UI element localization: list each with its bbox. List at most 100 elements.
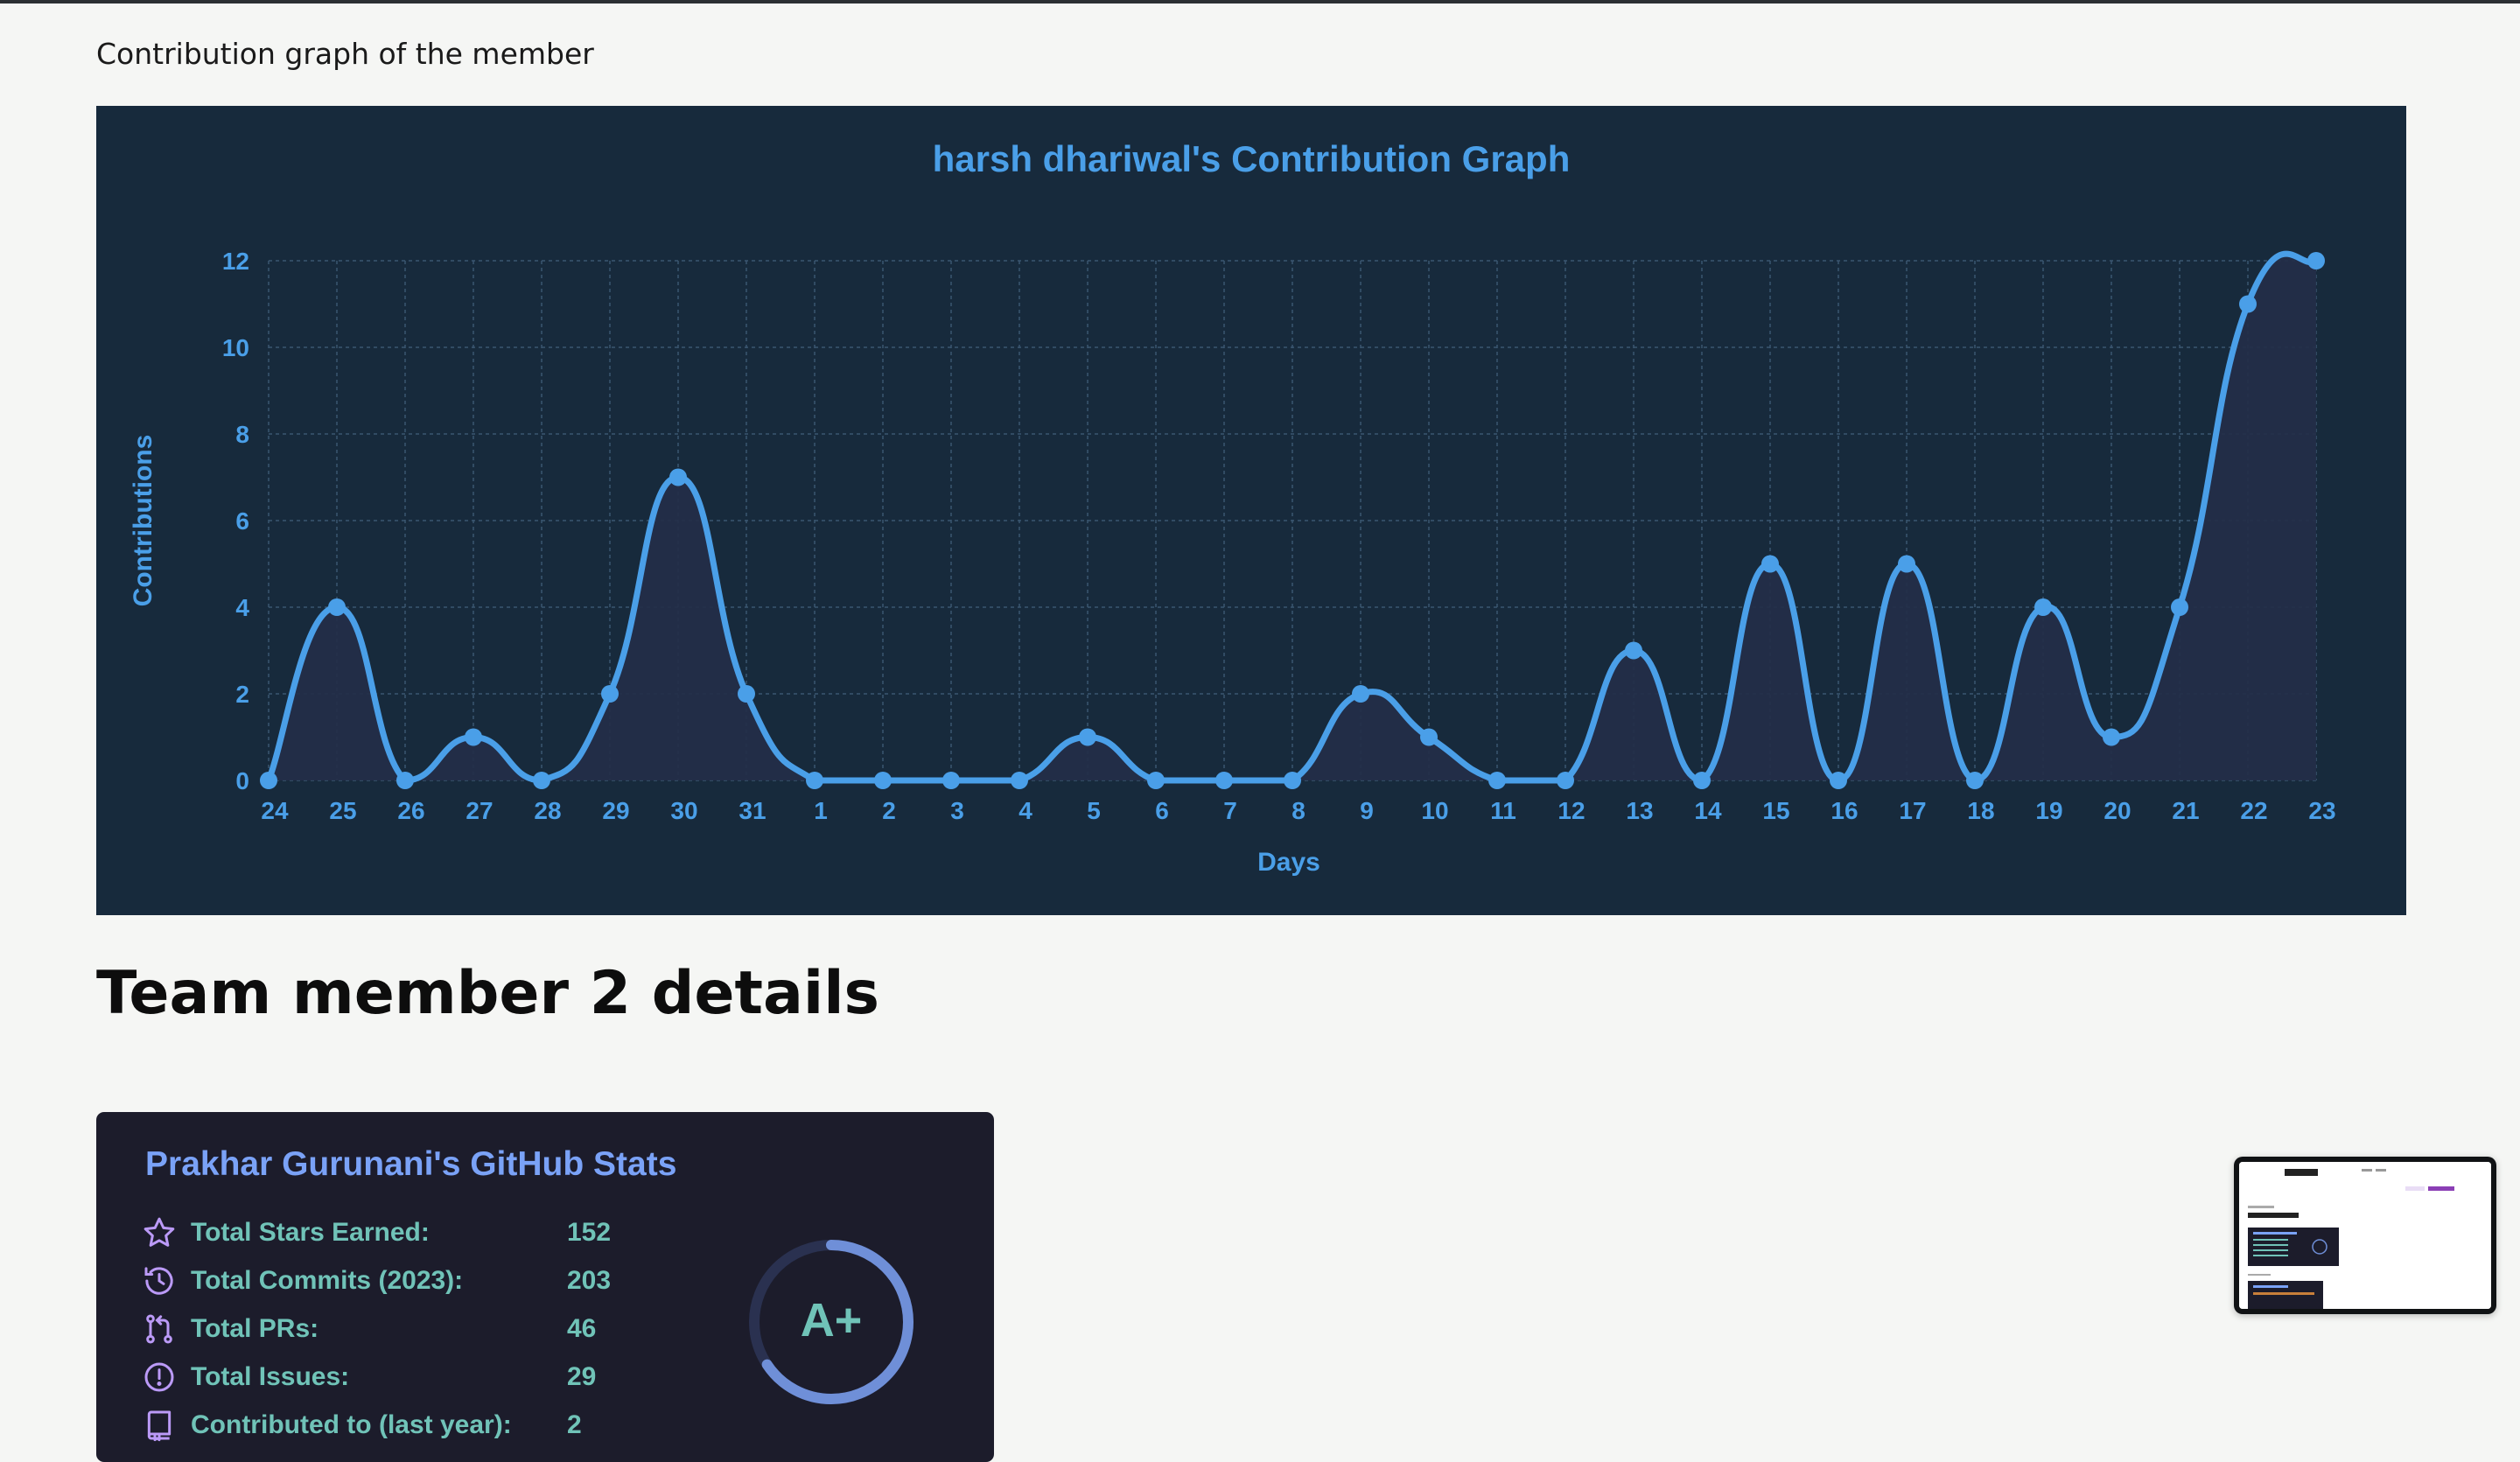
x-tick-label: 30: [670, 797, 697, 824]
stat-row-commits: Total Commits (2023): 203: [142, 1262, 672, 1300]
y-tick-label: 0: [235, 767, 249, 794]
y-axis-label: Contributions: [129, 435, 158, 607]
x-tick-label: 1: [814, 797, 828, 824]
data-point: [328, 598, 346, 616]
x-tick-label: 13: [1626, 797, 1653, 824]
y-tick-label: 12: [222, 248, 249, 275]
x-tick-label: 21: [2172, 797, 2199, 824]
stat-row-stars: Total Stars Earned: 152: [142, 1214, 672, 1252]
data-point: [942, 772, 960, 789]
stat-value: 29: [567, 1362, 597, 1391]
stat-value: 2: [567, 1410, 582, 1439]
x-tick-label: 17: [1899, 797, 1926, 824]
y-tick-label: 6: [235, 507, 249, 535]
y-tick-label: 2: [235, 681, 249, 708]
x-tick-label: 4: [1018, 797, 1032, 824]
grade-ring: A+: [744, 1235, 919, 1410]
x-tick-label: 14: [1694, 797, 1722, 824]
x-tick-label: 27: [466, 797, 493, 824]
data-point: [1625, 641, 1642, 660]
github-stats-card: Prakhar Gurunani's GitHub Stats Total St…: [96, 1112, 994, 1462]
thumbnail-screen: [2239, 1162, 2491, 1309]
repo-icon: [142, 1408, 177, 1443]
x-tick-label: 5: [1087, 797, 1101, 824]
stat-row-issues: Total Issues: 29: [142, 1358, 672, 1396]
data-point: [1079, 728, 1096, 746]
data-point: [533, 772, 550, 789]
x-tick-label: 22: [2240, 797, 2267, 824]
contribution-graph: 0 2 4 6 8 10 12 24 25 26 27 28 29 30 31 1 2 3 4 5 6 7 8 9 10 11 12…: [96, 106, 2406, 915]
data-point: [396, 772, 414, 789]
x-axis-label: Days: [1257, 848, 1320, 877]
stat-row-prs: Total PRs: 46: [142, 1310, 672, 1348]
data-point: [1693, 772, 1711, 789]
x-tick-label: 18: [1967, 797, 1994, 824]
stat-label: Total Stars Earned:: [191, 1218, 430, 1247]
x-tick-label: 28: [534, 797, 561, 824]
data-point: [874, 772, 892, 789]
data-point: [2239, 295, 2257, 313]
x-tick-label: 3: [950, 797, 964, 824]
x-tick-label: 15: [1762, 797, 1789, 824]
data-point: [669, 468, 687, 486]
data-point: [1557, 772, 1574, 789]
data-point: [601, 685, 619, 703]
y-tick-label: 8: [235, 421, 249, 448]
x-tick-label: 19: [2035, 797, 2062, 824]
data-point: [1898, 555, 1915, 573]
data-point: [2103, 728, 2120, 746]
data-point: [738, 685, 755, 703]
stat-value: 152: [567, 1218, 612, 1247]
x-tick-label: 23: [2308, 797, 2335, 824]
data-point: [1420, 728, 1438, 746]
x-tick-label: 12: [1558, 797, 1585, 824]
stats-title: Prakhar Gurunani's GitHub Stats: [145, 1145, 677, 1183]
grade-ring-progress: [749, 1240, 914, 1404]
x-tick-label: 26: [397, 797, 424, 824]
stat-value: 203: [567, 1266, 612, 1295]
x-tick-label: 10: [1421, 797, 1448, 824]
stat-label: Contributed to (last year):: [191, 1410, 512, 1439]
x-tick-label: 7: [1223, 797, 1237, 824]
x-tick-label: 29: [602, 797, 629, 824]
x-tick-label: 24: [261, 797, 289, 824]
stat-label: Total PRs:: [191, 1314, 319, 1343]
x-tick-label: 6: [1155, 797, 1169, 824]
data-point: [1761, 555, 1779, 573]
data-point: [2171, 598, 2188, 616]
data-point: [2307, 252, 2325, 269]
pull-request-icon: [142, 1312, 177, 1347]
x-tick-label: 11: [1490, 797, 1516, 824]
data-point: [1966, 772, 1984, 789]
data-point: [1488, 772, 1506, 789]
data-point: [806, 772, 823, 789]
issue-icon: [142, 1360, 177, 1395]
x-tick-label: 16: [1830, 797, 1858, 824]
data-point: [2034, 598, 2052, 616]
grade-text: A+: [801, 1294, 863, 1347]
x-tick-label: 31: [738, 797, 766, 824]
data-point: [1830, 772, 1847, 789]
data-point: [465, 728, 482, 746]
y-tick-label: 10: [222, 334, 249, 361]
series-area: [269, 254, 2316, 780]
x-tick-label: 25: [329, 797, 356, 824]
x-tick-label: 2: [882, 797, 896, 824]
data-point: [1352, 685, 1369, 703]
data-point: [1284, 772, 1301, 789]
stat-label: Total Issues:: [191, 1362, 350, 1391]
stat-value: 46: [567, 1314, 597, 1343]
y-tick-label: 4: [235, 594, 249, 621]
x-tick-label: 9: [1360, 797, 1374, 824]
data-point: [1215, 772, 1233, 789]
graph-caption: Contribution graph of the member: [96, 37, 594, 71]
chart-title: harsh dhariwal's Contribution Graph: [933, 138, 1571, 179]
data-point: [1011, 772, 1028, 789]
thumbnail-preview: [2239, 1162, 2491, 1309]
x-tick-label: 8: [1292, 797, 1306, 824]
history-icon: [142, 1263, 177, 1298]
screenshot-thumbnail[interactable]: [2234, 1157, 2496, 1314]
section-title: Team member 2 details: [96, 959, 879, 1028]
data-point: [260, 772, 277, 789]
